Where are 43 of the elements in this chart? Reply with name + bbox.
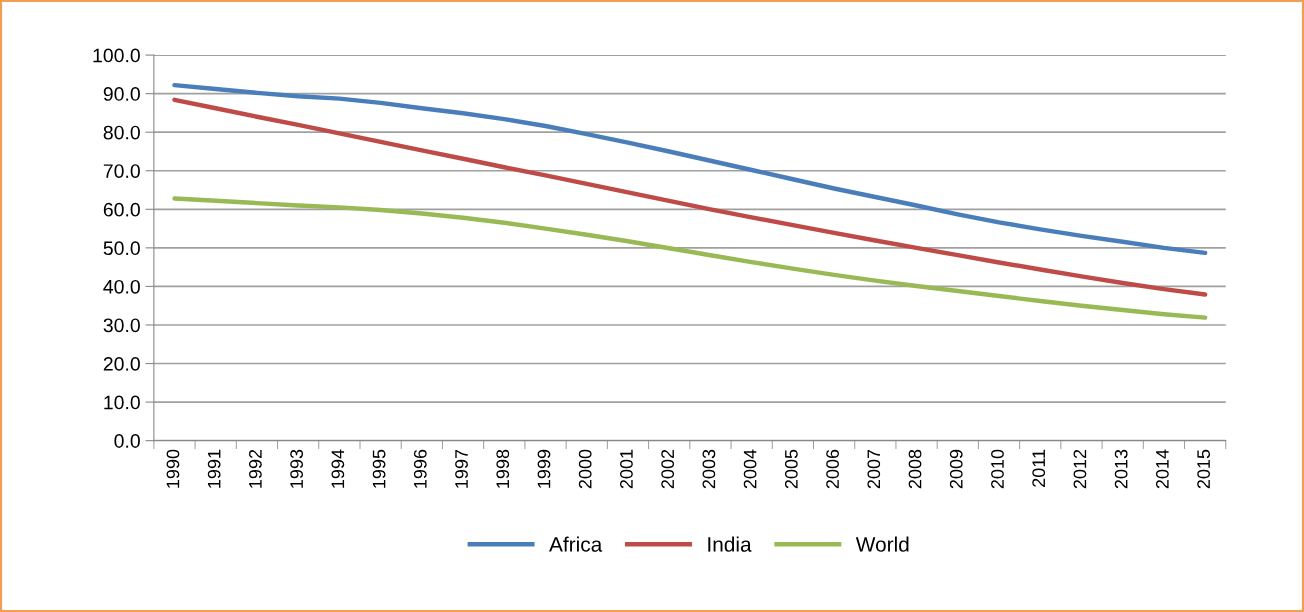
x-tick-label: 2004 bbox=[743, 449, 757, 489]
x-tick-label: 1992 bbox=[249, 449, 262, 488]
x-tick-label: 1993 bbox=[290, 449, 304, 488]
x-tick-label: 1999 bbox=[537, 449, 551, 488]
x-tick-label: 2013 bbox=[1114, 449, 1128, 489]
legend-label: World bbox=[855, 536, 909, 552]
y-tick-label: 50.0 bbox=[103, 241, 140, 256]
legend-label: Africa bbox=[549, 536, 603, 552]
y-tick-label: 90.0 bbox=[103, 87, 140, 101]
x-tick-label: 2005 bbox=[784, 449, 798, 489]
x-tick-label: 2003 bbox=[702, 449, 716, 489]
line-series bbox=[172, 82, 1208, 256]
y-tick-label: 0.0 bbox=[114, 434, 140, 448]
x-tick-label: 2009 bbox=[949, 449, 963, 489]
y-tick-label: 70.0 bbox=[103, 164, 140, 178]
x-tick-label: 2002 bbox=[661, 449, 675, 489]
y-tick-label: 60.0 bbox=[103, 202, 140, 217]
x-tick-label: 2011 bbox=[1032, 449, 1046, 487]
line-series bbox=[172, 97, 1208, 297]
x-tick-label: 1995 bbox=[372, 449, 386, 488]
x-tick-label: 2006 bbox=[826, 449, 839, 489]
x-tick-label: 2012 bbox=[1073, 449, 1087, 489]
y-tick-label: 100.0 bbox=[93, 48, 140, 63]
x-tick-label: 2001 bbox=[620, 449, 633, 489]
x-tick-label: 1998 bbox=[496, 449, 510, 488]
x-tick-label: 2008 bbox=[908, 449, 922, 489]
x-tick-label: 1994 bbox=[331, 449, 345, 488]
y-tick-label: 40.0 bbox=[103, 279, 140, 294]
y-tick-label: 30.0 bbox=[103, 318, 140, 333]
legend-label: India bbox=[708, 536, 752, 552]
y-tick-label: 80.0 bbox=[103, 125, 140, 140]
x-tick-label: 1991 bbox=[207, 449, 221, 488]
x-tick-label: 1997 bbox=[455, 449, 468, 488]
x-tick-label: 2015 bbox=[1197, 449, 1210, 489]
x-tick-label: 1990 bbox=[166, 449, 180, 488]
x-tick-label: 2000 bbox=[578, 449, 592, 489]
x-tick-label: 1996 bbox=[413, 449, 427, 488]
x-tick-label: 2007 bbox=[867, 449, 881, 489]
y-tick-label: 10.0 bbox=[104, 395, 140, 410]
x-tick-label: 2010 bbox=[991, 449, 1004, 489]
line-series bbox=[172, 196, 1208, 320]
x-tick-label: 2014 bbox=[1155, 449, 1169, 489]
y-tick-label: 20.0 bbox=[103, 357, 140, 371]
